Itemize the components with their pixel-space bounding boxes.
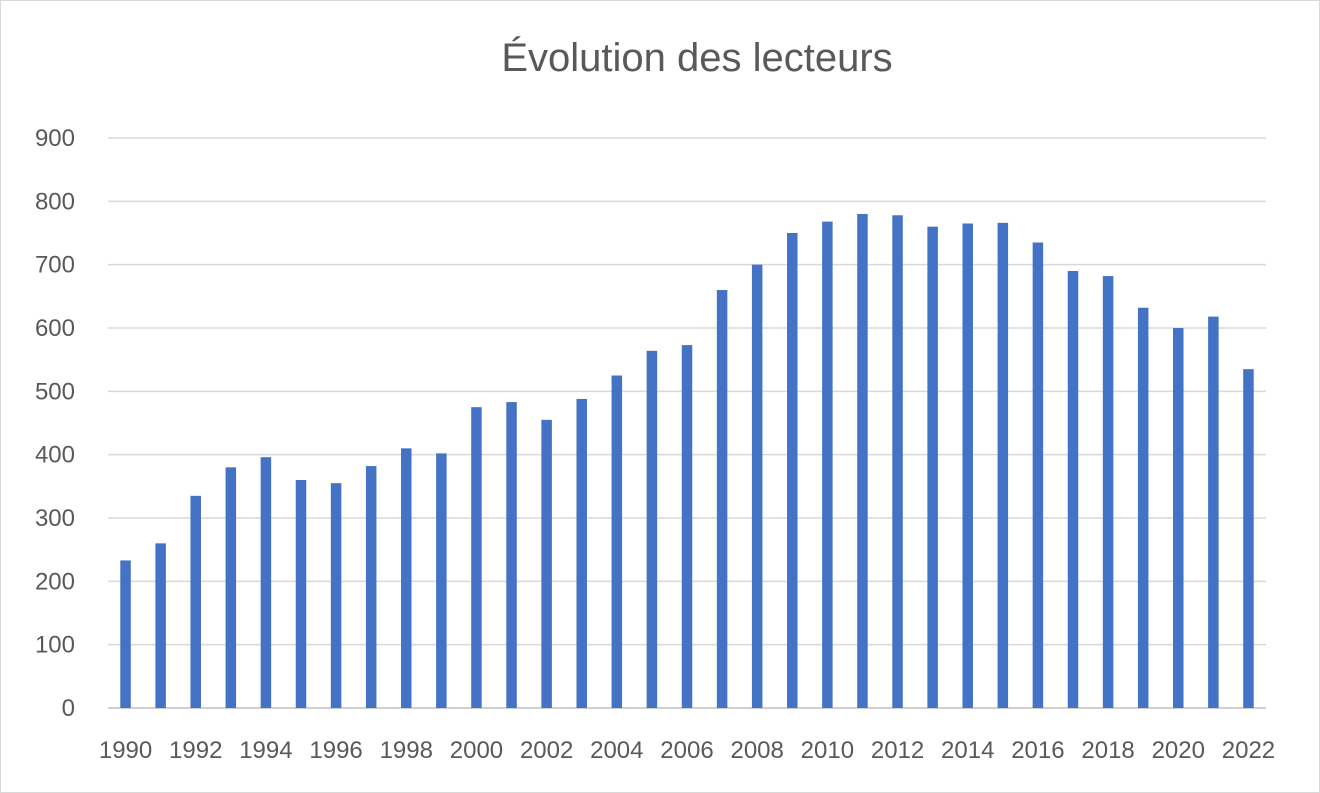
bar-2011	[857, 214, 868, 708]
bar-2016	[1032, 242, 1044, 708]
y-tick-label: 800	[35, 188, 75, 215]
y-tick-label: 400	[35, 442, 75, 469]
bar-2007	[716, 290, 728, 708]
bar-2004	[611, 375, 623, 708]
y-axis-tick-labels: 0 100 200 300 400 500 600 700 800 900	[35, 125, 75, 722]
x-axis-tick-labels: 1990 1992 1994 1996 1998 2000 2002 2004 2006 2008…	[99, 737, 1275, 764]
x-tick-label: 1994	[239, 737, 292, 764]
x-tick-label: 2018	[1081, 737, 1134, 764]
y-tick-label: 600	[35, 315, 75, 342]
bar-2009	[787, 233, 798, 708]
bar-2010	[822, 221, 833, 708]
y-tick-label: 300	[35, 505, 75, 532]
x-tick-label: 2004	[590, 737, 643, 764]
y-tick-label: 200	[35, 568, 75, 595]
bar-1999	[436, 453, 447, 708]
bar-1998	[401, 448, 412, 708]
bar-2015	[997, 222, 1009, 708]
x-tick-label: 2010	[801, 737, 854, 764]
x-tick-label: 2014	[941, 737, 994, 764]
x-tick-label: 2002	[520, 737, 573, 764]
bar-2012	[892, 215, 903, 708]
y-tick-label: 900	[35, 125, 75, 152]
x-tick-label: 1990	[99, 737, 152, 764]
bar-1996	[330, 483, 342, 708]
x-tick-label: 1992	[169, 737, 222, 764]
bar-2000	[471, 407, 482, 708]
x-tick-label: 2008	[730, 737, 783, 764]
bar-2006	[681, 345, 693, 708]
bar-1997	[365, 466, 377, 708]
bar-2005	[646, 350, 658, 708]
bar-2018	[1102, 276, 1114, 708]
bar-1993	[225, 467, 237, 708]
x-tick-label: 2020	[1152, 737, 1205, 764]
bar-1990	[120, 560, 131, 708]
chart-title: Évolution des lecteurs	[501, 35, 892, 80]
x-tick-label: 1996	[309, 737, 362, 764]
y-tick-label: 700	[35, 252, 75, 279]
x-tick-label: 2016	[1011, 737, 1064, 764]
bar-1991	[155, 543, 166, 708]
y-tick-label: 500	[35, 378, 75, 405]
y-tick-label: 100	[35, 632, 75, 659]
bar-1995	[295, 480, 307, 708]
bar-2022	[1243, 369, 1254, 708]
bar-2014	[962, 223, 973, 708]
x-tick-label: 2022	[1222, 737, 1275, 764]
bar-2017	[1067, 271, 1079, 708]
y-tick-label: 0	[62, 695, 75, 722]
bar-2013	[927, 226, 938, 708]
x-tick-label: 1998	[380, 737, 433, 764]
x-tick-label: 2000	[450, 737, 503, 764]
bar-2019	[1137, 307, 1149, 708]
bars	[120, 214, 1254, 708]
bar-2001	[506, 402, 517, 708]
bar-2008	[751, 264, 763, 708]
bar-2002	[541, 419, 552, 708]
bar-2020	[1173, 328, 1184, 708]
x-tick-label: 2012	[871, 737, 924, 764]
bar-2021	[1208, 316, 1219, 708]
bar-1992	[190, 495, 201, 708]
bar-1994	[260, 457, 272, 708]
x-tick-label: 2006	[660, 737, 713, 764]
bar-2003	[576, 398, 587, 708]
